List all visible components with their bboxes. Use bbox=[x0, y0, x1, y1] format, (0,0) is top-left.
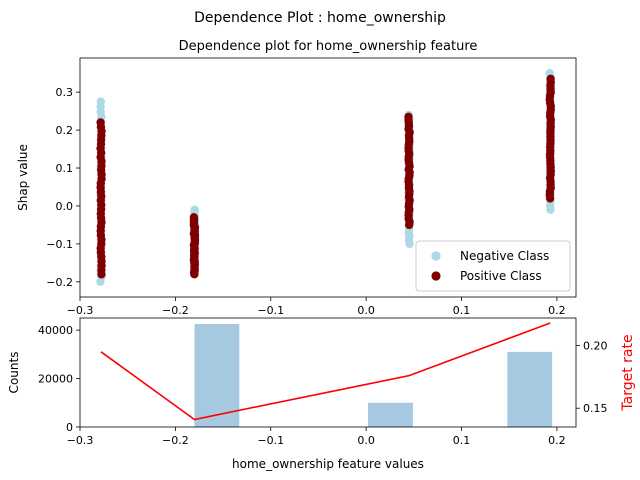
count-bar bbox=[368, 402, 413, 427]
legend-entry: Positive Class bbox=[460, 269, 542, 283]
y-tick-label: 0.1 bbox=[56, 162, 74, 175]
x-tick-label: 0.0 bbox=[357, 434, 375, 447]
x-tick-label: 0.1 bbox=[453, 434, 471, 447]
x-tick-label: −0.1 bbox=[257, 304, 284, 317]
histogram-ylabel: Counts bbox=[7, 352, 21, 394]
y-tick-label: 20000 bbox=[38, 373, 73, 386]
target-rate-ylabel: Target rate bbox=[620, 334, 636, 411]
histogram-panel: −0.3 −0.2 −0.1 0.0 0.1 0.2020000400000.150.20… bbox=[7, 317, 636, 471]
x-tick-label: −0.1 bbox=[257, 434, 284, 447]
y-tick-label: 40000 bbox=[38, 324, 73, 337]
series-positive-class bbox=[96, 74, 556, 279]
x-tick-label: −0.2 bbox=[162, 304, 189, 317]
count-bars bbox=[194, 324, 553, 427]
histogram-axes-frame bbox=[79, 317, 577, 428]
y2-tick-label: 0.20 bbox=[583, 340, 608, 353]
x-tick-label: 0.2 bbox=[548, 304, 566, 317]
scatter-ylabel: Shap value bbox=[16, 144, 30, 211]
scatter-panel: Dependence plot for home_ownership featu… bbox=[16, 39, 577, 317]
y-tick-label: 0 bbox=[66, 421, 73, 434]
histogram-xlabel: home_ownership feature values bbox=[232, 457, 424, 471]
y-tick-label: 0.2 bbox=[56, 124, 74, 137]
x-tick-label: 0.2 bbox=[548, 434, 566, 447]
scatter-point bbox=[96, 118, 105, 127]
scatter-point bbox=[546, 74, 555, 84]
x-tick-label: 0.1 bbox=[453, 304, 471, 317]
legend-marker bbox=[431, 251, 441, 261]
figure-suptitle: Dependence Plot : home_ownership bbox=[194, 10, 446, 26]
scatter-axes-frame bbox=[79, 57, 577, 298]
scatter-point bbox=[189, 213, 199, 222]
legend-box bbox=[415, 240, 571, 292]
scatter-point bbox=[96, 97, 105, 106]
scatter-title: Dependence plot for home_ownership featu… bbox=[179, 39, 478, 54]
legend-entry: Negative Class bbox=[460, 249, 549, 263]
x-tick-label: 0.0 bbox=[357, 304, 375, 317]
x-tick-label: −0.2 bbox=[162, 434, 189, 447]
scatter-legend: Negative Class Positive Class bbox=[415, 240, 571, 292]
x-tick-label: −0.3 bbox=[67, 304, 94, 317]
scatter-point bbox=[404, 112, 413, 122]
x-tick-label: −0.3 bbox=[67, 434, 94, 447]
y-tick-label: 0.0 bbox=[56, 200, 74, 213]
count-bar bbox=[194, 324, 240, 427]
y-tick-label: −0.1 bbox=[46, 238, 73, 251]
count-bar bbox=[507, 351, 553, 427]
y-tick-label: −0.2 bbox=[46, 276, 73, 289]
legend-marker bbox=[431, 271, 441, 281]
scatter-point bbox=[190, 205, 199, 214]
y-tick-label: 0.3 bbox=[56, 86, 74, 99]
y2-tick-label: 0.15 bbox=[583, 402, 608, 415]
target-rate-line bbox=[100, 322, 551, 421]
